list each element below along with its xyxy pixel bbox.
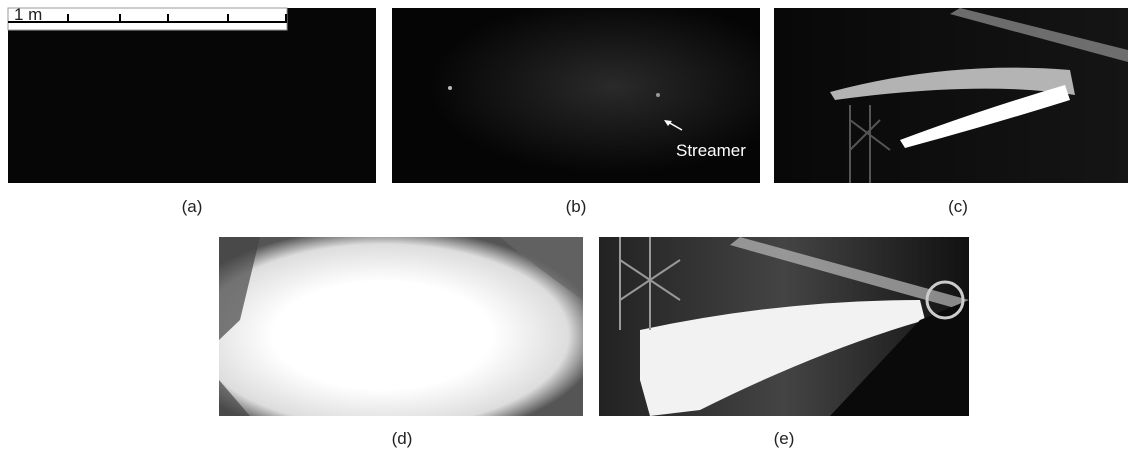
glow <box>656 93 660 97</box>
panel-e: (e) <box>599 237 969 448</box>
photo <box>774 8 1128 183</box>
panel-a: 1 m (a) <box>8 5 376 216</box>
panel-label: (d) <box>392 429 413 448</box>
panel-c: (c) <box>774 8 1128 216</box>
panel-label: (c) <box>948 197 968 216</box>
glow <box>448 86 452 90</box>
panel-label: (b) <box>566 197 587 216</box>
panel-label: (e) <box>774 429 795 448</box>
scale-bar <box>8 8 287 30</box>
annotation: Streamer <box>676 141 746 160</box>
figure: 1 m (a) Streamer (b) (c) (d) (e) <box>0 0 1136 454</box>
photo <box>219 237 583 416</box>
panel-d: (d) <box>219 237 583 448</box>
panel-label: (a) <box>182 197 203 216</box>
scale-label: 1 m <box>14 5 42 24</box>
panel-b: Streamer (b) <box>392 8 760 216</box>
photo <box>8 8 376 183</box>
